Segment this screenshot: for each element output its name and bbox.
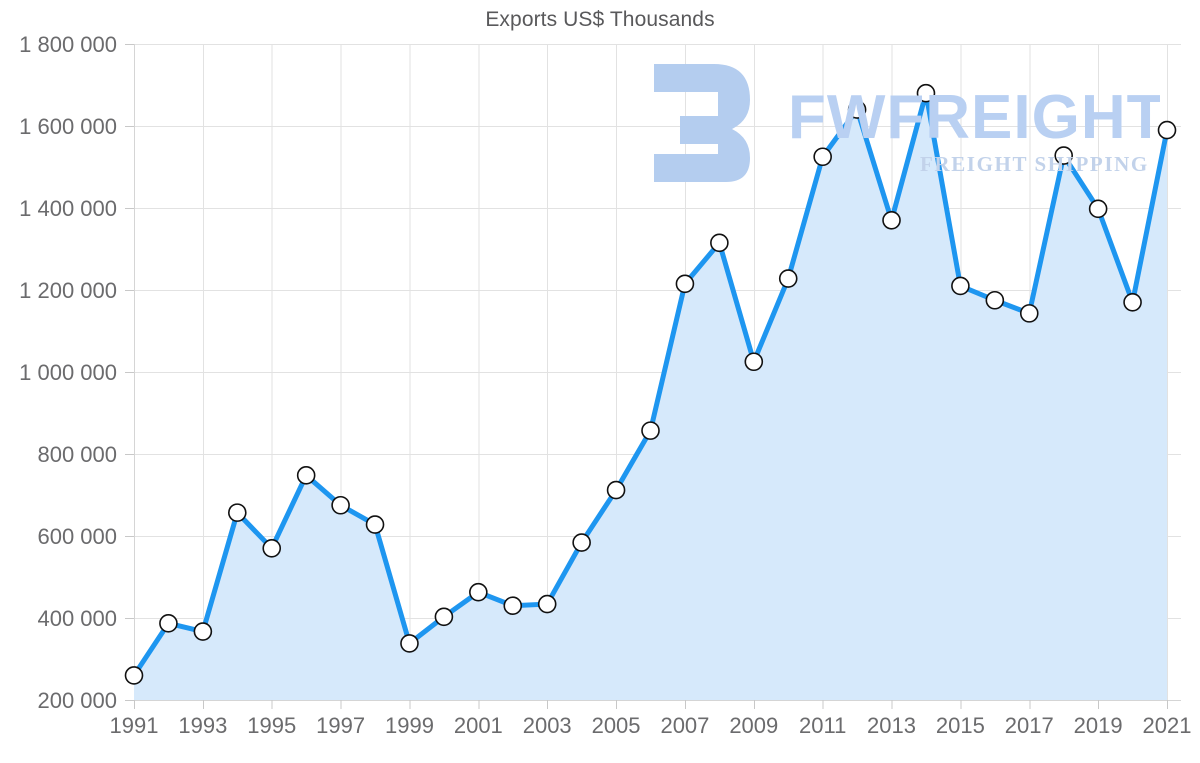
x-axis-tick-labels: 1991 1993 1995 1997 1999 2001 2003 2005 2007 2009… xyxy=(110,713,1192,738)
y-tick-label: 200 000 xyxy=(37,688,117,713)
data-point-1999[interactable] xyxy=(400,634,419,653)
data-point-2020[interactable] xyxy=(1123,292,1142,312)
x-tick-label: 2019 xyxy=(1074,713,1123,738)
data-point-2021[interactable] xyxy=(1157,120,1177,140)
y-tick-label: 800 000 xyxy=(37,442,117,467)
data-point-2016[interactable] xyxy=(985,290,1005,310)
y-tick-label: 1 400 000 xyxy=(19,196,117,221)
area-fill xyxy=(134,93,1167,700)
x-tick-label: 2011 xyxy=(799,713,846,738)
x-tick-label: 1997 xyxy=(316,713,365,738)
x-tick-label: 1993 xyxy=(178,713,227,738)
x-tick-label: 2001 xyxy=(454,713,503,738)
chart-title: Exports US$ Thousands xyxy=(485,8,715,31)
x-tick-label: 2007 xyxy=(660,713,709,738)
data-point-1995[interactable] xyxy=(262,538,282,558)
data-point-2018[interactable] xyxy=(1054,146,1073,165)
x-tick-label: 2003 xyxy=(523,713,572,738)
axis-lines xyxy=(134,44,1181,708)
data-point-1993[interactable] xyxy=(193,622,213,641)
data-point-2009[interactable] xyxy=(744,352,764,372)
data-point-2005[interactable] xyxy=(606,480,626,500)
y-tick-label: 1 000 000 xyxy=(19,360,117,385)
y-tick-label: 1 200 000 xyxy=(19,278,117,303)
y-tick-label: 400 000 xyxy=(37,606,117,631)
data-point-2004[interactable] xyxy=(572,533,591,552)
data-point-2019[interactable] xyxy=(1088,199,1108,219)
data-point-2015[interactable] xyxy=(951,276,970,296)
y-axis-tick-labels: 1 800 000 1 600 000 1 400 000 1 200 000 1 00… xyxy=(19,32,117,713)
data-point-1994[interactable] xyxy=(228,503,247,522)
x-tick-label: 2021 xyxy=(1143,713,1192,738)
data-point-markers[interactable] xyxy=(124,83,1177,685)
data-point-2011[interactable] xyxy=(813,147,832,167)
x-tick-label: 2015 xyxy=(936,713,985,738)
data-point-1991[interactable] xyxy=(124,666,144,685)
data-point-1997[interactable] xyxy=(331,495,350,515)
x-tick-label: 1999 xyxy=(385,713,434,738)
data-point-2008[interactable] xyxy=(710,233,729,253)
data-point-2013[interactable] xyxy=(882,211,901,230)
data-point-2003[interactable] xyxy=(537,594,557,614)
data-point-2010[interactable] xyxy=(778,269,798,288)
data-point-1992[interactable] xyxy=(159,614,178,633)
y-tick-label: 1 600 000 xyxy=(19,114,117,139)
data-point-1996[interactable] xyxy=(296,466,316,485)
x-tick-label: 1991 xyxy=(110,713,159,738)
x-tick-label: 1995 xyxy=(247,713,296,738)
x-tick-label: 2009 xyxy=(729,713,778,738)
data-point-2014[interactable] xyxy=(916,83,936,103)
data-point-2001[interactable] xyxy=(469,582,488,602)
data-point-2000[interactable] xyxy=(434,607,454,627)
data-point-2006[interactable] xyxy=(641,421,660,440)
tick-marks xyxy=(125,44,1168,709)
data-point-2002[interactable] xyxy=(503,596,523,616)
data-point-1998[interactable] xyxy=(365,515,385,534)
x-tick-label: 2005 xyxy=(592,713,641,738)
data-point-2007[interactable] xyxy=(675,274,695,294)
data-point-2017[interactable] xyxy=(1019,304,1039,323)
x-tick-label: 2013 xyxy=(867,713,916,738)
data-point-2012[interactable] xyxy=(847,100,867,119)
y-tick-label: 1 800 000 xyxy=(19,32,117,57)
x-tick-label: 2017 xyxy=(1005,713,1054,738)
y-tick-label: 600 000 xyxy=(37,524,117,549)
